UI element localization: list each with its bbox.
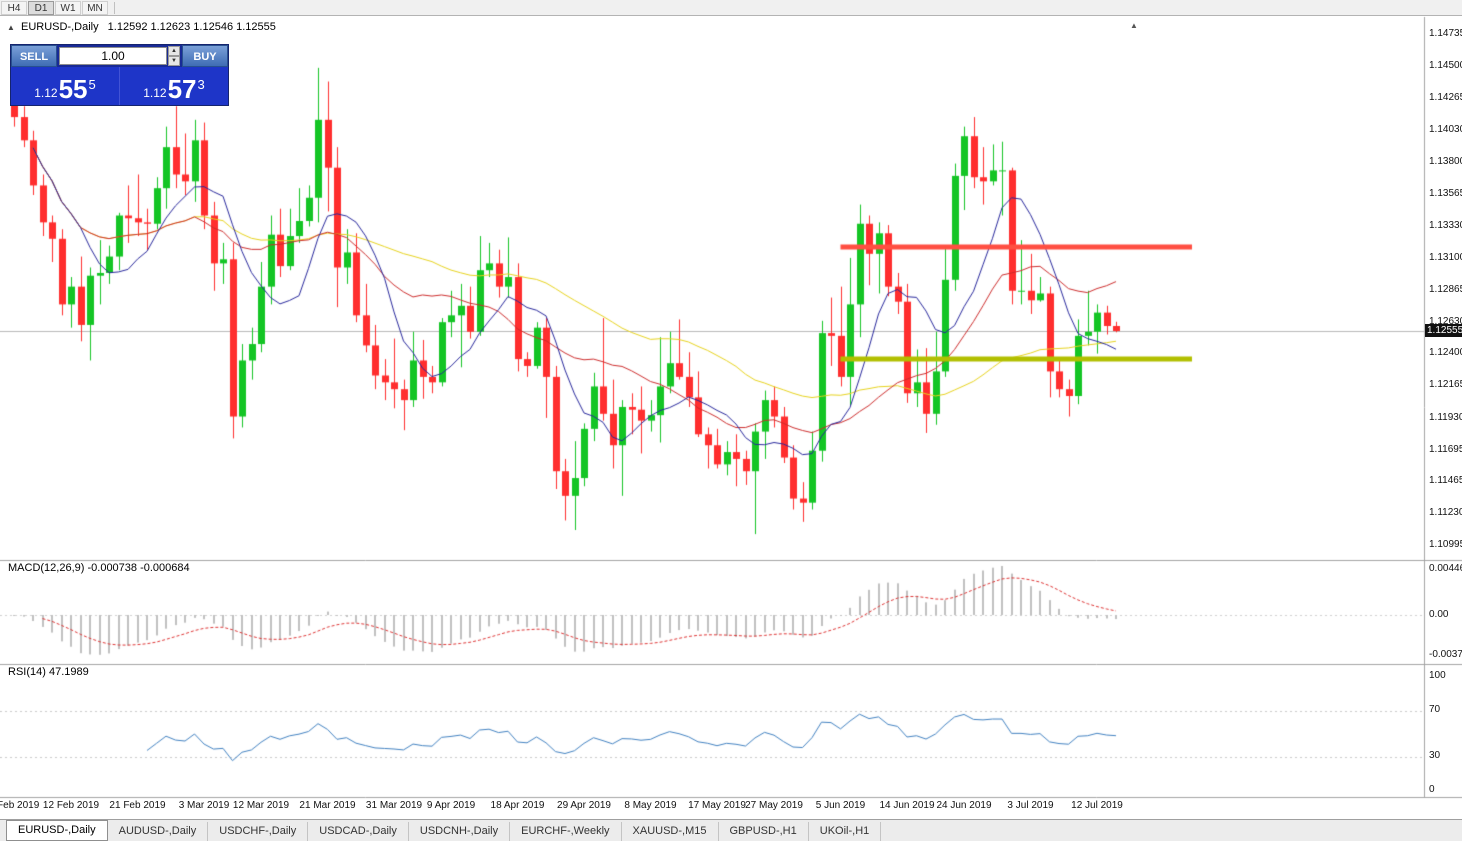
macd-indicator-label: MACD(12,26,9) -0.000738 -0.000684 [8, 562, 190, 574]
price-tick: 1.11695 [1429, 443, 1462, 455]
volume-up-button[interactable]: ▲ [168, 46, 180, 56]
price-tick: 1.12865 [1429, 283, 1462, 295]
chart-ohlc-values: 1.12592 1.12623 1.12546 1.12555 [107, 21, 276, 33]
one-click-collapse-arrow[interactable]: ▲ [7, 23, 15, 32]
chart-tabs-bar: EURUSD-,Daily AUDUSD-,Daily USDCHF-,Daily U… [0, 819, 1462, 841]
buy-price-prefix: 1.12 [143, 86, 167, 100]
date-label: 12 Jul 2019 [1071, 800, 1123, 811]
chart-tab-eurusd-daily[interactable]: EURUSD-,Daily [6, 820, 108, 841]
chart-tab-usdcad-daily[interactable]: USDCAD-,Daily [308, 822, 409, 841]
date-label: 3 Feb 2019 [0, 800, 40, 811]
date-label: 12 Feb 2019 [42, 800, 100, 811]
volume-down-button[interactable]: ▼ [168, 56, 180, 66]
price-tick: 1.10995 [1429, 539, 1462, 551]
date-label: 17 May 2019 [688, 800, 746, 811]
price-tick: 1.13100 [1429, 251, 1462, 263]
price-tick: 1.13565 [1429, 187, 1462, 199]
sell-button[interactable]: SELL [11, 45, 57, 67]
price-tick: 1.14030 [1429, 124, 1462, 136]
volume-spinner: ▲ ▼ [168, 46, 180, 66]
sell-price-display[interactable]: 1.12 55 5 [11, 67, 119, 105]
price-tick: 1.14265 [1429, 92, 1462, 104]
price-tick: 1.11930 [1429, 411, 1462, 423]
price-tick: 1.11465 [1429, 475, 1462, 487]
date-label: 5 Jun 2019 [815, 800, 866, 811]
chart-tab-gbpusd-h1[interactable]: GBPUSD-,H1 [719, 822, 809, 841]
price-tick: 1.12400 [1429, 347, 1462, 359]
price-tick: 1.14500 [1429, 60, 1462, 72]
date-label: 21 Mar 2019 [299, 800, 356, 811]
price-tick: 1.13330 [1429, 220, 1462, 232]
price-tick: 1.12165 [1429, 379, 1462, 391]
toolbar-separator [114, 1, 115, 14]
macd-region[interactable] [0, 561, 1424, 664]
chart-tab-xauusd-m15[interactable]: XAUUSD-,M15 [622, 822, 719, 841]
price-tick: 1.12630 [1429, 315, 1462, 327]
date-label: 21 Feb 2019 [109, 800, 166, 811]
current-price-badge: 1.12555 [1425, 324, 1462, 338]
date-label: 24 Jun 2019 [936, 800, 992, 811]
rsi-scale-30: 30 [1429, 750, 1441, 761]
date-label: 12 Mar 2019 [232, 800, 290, 811]
chart-tab-audusd-daily[interactable]: AUDUSD-,Daily [108, 822, 209, 841]
price-tick: 1.13800 [1429, 155, 1462, 167]
chart-tab-eurchf-weekly[interactable]: EURCHF-,Weekly [510, 822, 622, 841]
rsi-scale-100: 100 [1429, 670, 1446, 681]
date-label: 14 Jun 2019 [879, 800, 935, 811]
date-label: 9 Apr 2019 [426, 800, 476, 811]
sell-price-prefix: 1.12 [34, 86, 58, 100]
timeframe-button-d1[interactable]: D1 [28, 0, 54, 15]
date-label: 29 Apr 2019 [557, 800, 611, 811]
rsi-indicator-label: RSI(14) 47.1989 [8, 666, 89, 678]
timeframe-button-w1[interactable]: W1 [55, 0, 81, 15]
chart-title-row: ▲ EURUSD-,Daily 1.12592 1.12623 1.12546 … [7, 21, 276, 33]
volume-value[interactable]: 1.00 [59, 47, 167, 65]
macd-scale-min: -0.003715 [1429, 649, 1462, 660]
timeframe-toolbar: H4 D1 W1 MN [0, 0, 1462, 16]
sell-price-big: 55 [58, 74, 88, 104]
rsi-scale-0: 0 [1429, 784, 1435, 795]
date-label: 3 Jul 2019 [1007, 800, 1054, 811]
price-tick: 1.11230 [1429, 507, 1462, 519]
date-label: 27 May 2019 [745, 800, 803, 811]
buy-price-big: 57 [167, 74, 197, 104]
date-label: 18 Apr 2019 [490, 800, 545, 811]
date-label: 31 Mar 2019 [365, 800, 423, 811]
chart-tab-usdchf-daily[interactable]: USDCHF-,Daily [208, 822, 309, 841]
volume-field[interactable]: 1.00 ▲ ▼ [57, 45, 182, 67]
price-divider [119, 67, 120, 105]
rsi-scale-70: 70 [1429, 704, 1441, 715]
date-label: 8 May 2019 [624, 800, 677, 811]
price-tick: 1.14735 [1429, 27, 1462, 39]
macd-scale-max: 0.004465 [1429, 563, 1462, 574]
buy-price-sup: 3 [197, 77, 205, 92]
rsi-region[interactable] [0, 665, 1424, 797]
buy-price-display[interactable]: 1.12 57 3 [120, 67, 228, 105]
sell-price-sup: 5 [88, 77, 96, 92]
chart-tab-ukoil-h1[interactable]: UKOil-,H1 [809, 822, 882, 841]
timeframe-button-h4[interactable]: H4 [1, 0, 27, 15]
chart-end-marker-icon[interactable]: ▲ [1130, 21, 1138, 30]
chart-symbol-period: EURUSD-,Daily [20, 21, 99, 33]
macd-scale-zero: 0.00 [1429, 609, 1449, 620]
timeframe-button-mn[interactable]: MN [82, 0, 108, 15]
buy-button[interactable]: BUY [182, 45, 228, 67]
one-click-trading-panel: SELL 1.00 ▲ ▼ BUY 1.12 55 5 1.12 57 3 [10, 44, 229, 106]
chart-tab-usdcnh-daily[interactable]: USDCNH-,Daily [409, 822, 511, 841]
date-label: 3 Mar 2019 [178, 800, 230, 811]
